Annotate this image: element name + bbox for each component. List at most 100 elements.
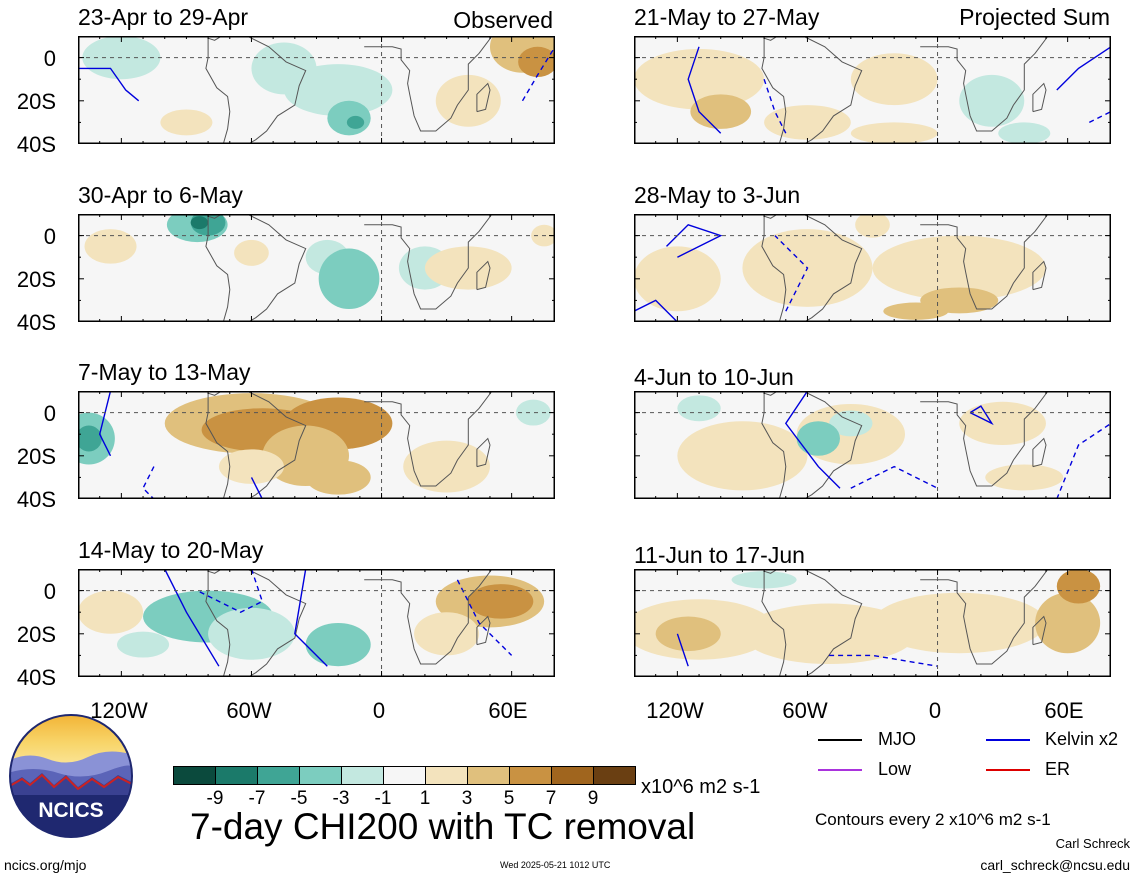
map-panel <box>78 391 555 499</box>
map-panel <box>78 214 555 322</box>
map-svg <box>634 569 1111 677</box>
panel-title: 23-Apr to 29-Apr <box>78 4 249 30</box>
colorbar-swatch <box>594 767 635 784</box>
kelvin-contour <box>784 391 841 489</box>
colorbar-swatch <box>426 767 468 784</box>
logo-text: NCICS <box>38 799 103 822</box>
y-tick-label: 20S <box>16 622 56 647</box>
kelvin-contour <box>1056 422 1111 499</box>
colorbar-tick-label: 3 <box>461 788 473 809</box>
anomaly-region <box>84 229 137 264</box>
panel-title: 21-May to 27-May <box>634 4 820 30</box>
x-tick-label: 60W <box>226 698 272 723</box>
coastline <box>920 391 1049 487</box>
coastline <box>476 437 491 468</box>
colorbar-tick-label: -5 <box>290 788 308 809</box>
map-frame <box>78 214 555 322</box>
coastline <box>761 216 787 322</box>
colorbar-tick-label: -9 <box>206 788 224 809</box>
colorbar-swatch <box>216 767 258 784</box>
anomaly-region <box>78 590 144 634</box>
coastline <box>1032 437 1047 468</box>
coastline <box>763 214 863 322</box>
colorbar-tick-label: -3 <box>332 788 350 809</box>
kelvin-contour <box>98 391 112 457</box>
kelvin-contour <box>676 633 689 667</box>
legend-low-label: Low <box>878 759 912 779</box>
anomaly-region <box>234 239 269 266</box>
colorbar-tick-label: -7 <box>248 788 266 809</box>
anomaly-region <box>764 105 851 140</box>
kelvin-contour <box>634 299 678 322</box>
legend-er-line <box>986 769 1030 771</box>
anomaly-region <box>855 214 890 238</box>
coastline <box>364 569 493 665</box>
kelvin-contour <box>521 46 555 102</box>
anomaly-region <box>883 302 949 320</box>
anomaly-region <box>850 122 938 144</box>
anomaly-region <box>985 464 1064 491</box>
anomaly-region <box>690 94 752 129</box>
coastline <box>920 214 1049 310</box>
map-svg <box>78 569 555 677</box>
kelvin-contour <box>774 235 809 312</box>
y-tick-label: 20S <box>16 444 56 469</box>
anomaly-region <box>117 631 170 658</box>
legend-low-line <box>818 769 862 771</box>
colorbar-units: x10^6 m2 s-1 <box>641 776 761 798</box>
y-tick-label: 20S <box>16 267 56 292</box>
colorbar-swatch <box>174 767 216 784</box>
coastline <box>207 36 307 144</box>
anomaly-region <box>160 109 213 136</box>
anomaly-region <box>1056 569 1101 604</box>
anomaly-region <box>518 46 555 78</box>
anomaly-region <box>190 216 209 230</box>
map-frame <box>634 36 1111 144</box>
y-tick-label: 40S <box>16 665 56 690</box>
colorbar-tick-label: -1 <box>374 788 392 809</box>
map-svg <box>634 391 1111 499</box>
colorbar-swatch <box>300 767 342 784</box>
panel-title: 7-May to 13-May <box>78 359 251 385</box>
coastline <box>364 214 493 310</box>
y-tick-label: 20S <box>16 89 56 114</box>
panel-title: 11-Jun to 17-Jun <box>634 542 805 568</box>
colorbar <box>173 766 636 785</box>
colorbar-swatch <box>510 767 552 784</box>
colorbar-swatch <box>342 767 384 784</box>
y-tick-label: 40S <box>16 487 56 512</box>
anomaly-region <box>998 122 1051 144</box>
anomaly-region <box>346 115 365 129</box>
coastline <box>476 260 491 291</box>
kelvin-contour <box>78 67 140 102</box>
map-frame <box>634 569 1111 677</box>
anomaly-region <box>327 100 371 136</box>
kelvin-contour <box>164 569 220 667</box>
map-svg <box>78 36 555 144</box>
anomaly-region <box>850 53 938 106</box>
coastline <box>1032 260 1047 291</box>
map-svg <box>634 214 1111 322</box>
coastline <box>476 82 491 113</box>
y-tick-label: 0 <box>43 46 56 71</box>
anomaly-region <box>218 449 284 484</box>
coastline <box>763 569 863 677</box>
kelvin-contour <box>456 579 513 656</box>
y-tick-label: 40S <box>16 132 56 157</box>
y-tick-label: 40S <box>16 310 56 335</box>
x-tick-label: 120W <box>90 698 148 723</box>
anomaly-region <box>872 235 1046 301</box>
anomaly-region <box>283 64 393 116</box>
anomaly-region <box>959 401 1046 445</box>
panel-title: 28-May to 3-Jun <box>634 182 801 208</box>
coastline <box>761 393 787 499</box>
site-link[interactable]: ncics.org/mjo <box>4 857 87 873</box>
panel-title: 4-Jun to 10-Jun <box>634 364 794 390</box>
coastline <box>364 36 493 132</box>
legend-mjo-label: MJO <box>878 729 916 749</box>
email-link[interactable]: carl_schreck@ncsu.edu <box>980 857 1130 873</box>
anomaly-region <box>208 607 295 660</box>
x-tick-label: 0 <box>372 698 386 723</box>
map-panel <box>634 569 1111 677</box>
map-svg <box>634 36 1111 144</box>
